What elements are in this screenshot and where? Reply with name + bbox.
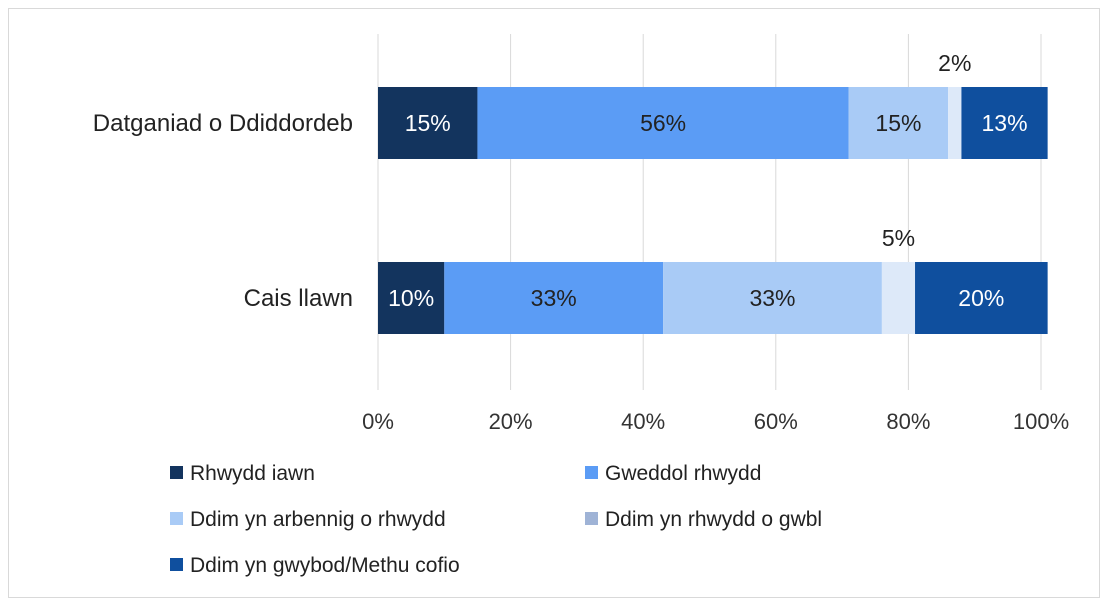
legend-marker (585, 466, 598, 479)
legend-label: Gweddol rhwydd (605, 462, 761, 485)
x-tick-label: 80% (886, 409, 930, 434)
bar-segment (663, 262, 882, 334)
bar-segment (915, 262, 1048, 334)
category-label: Cais llawn (244, 285, 353, 312)
bar-segment (881, 262, 916, 334)
data-label: 56% (640, 110, 686, 136)
legend-label: Ddim yn rhwydd o gwbl (605, 508, 822, 531)
data-label: 10% (388, 285, 434, 311)
category-label: Datganiad o Ddiddordeb (93, 110, 353, 137)
x-tick-label: 0% (362, 409, 394, 434)
bar-segment (961, 87, 1048, 159)
data-label: 15% (875, 110, 921, 136)
legend-marker (170, 466, 183, 479)
legend-marker (585, 512, 598, 525)
bar-segment (378, 262, 445, 334)
bar-segment (948, 87, 962, 159)
data-label: 33% (531, 285, 577, 311)
bar-segment (477, 87, 849, 159)
x-tick-label: 40% (621, 409, 665, 434)
legend-label: Ddim yn gwybod/Methu cofio (190, 554, 460, 577)
bar-segment (378, 87, 478, 159)
data-label: 20% (958, 285, 1004, 311)
x-tick-label: 100% (1013, 409, 1069, 434)
legend-label: Rhwydd iawn (190, 462, 315, 485)
x-tick-label: 20% (489, 409, 533, 434)
bar-segment (444, 262, 664, 334)
bar-segment (848, 87, 949, 159)
data-label: 2% (938, 50, 971, 76)
data-label: 5% (882, 225, 915, 251)
legend-marker (170, 512, 183, 525)
data-label: 33% (749, 285, 795, 311)
data-label: 15% (405, 110, 451, 136)
legend-marker (170, 558, 183, 571)
legend-label: Ddim yn arbennig o rhwydd (190, 508, 446, 531)
data-label: 13% (982, 110, 1028, 136)
x-tick-label: 60% (754, 409, 798, 434)
